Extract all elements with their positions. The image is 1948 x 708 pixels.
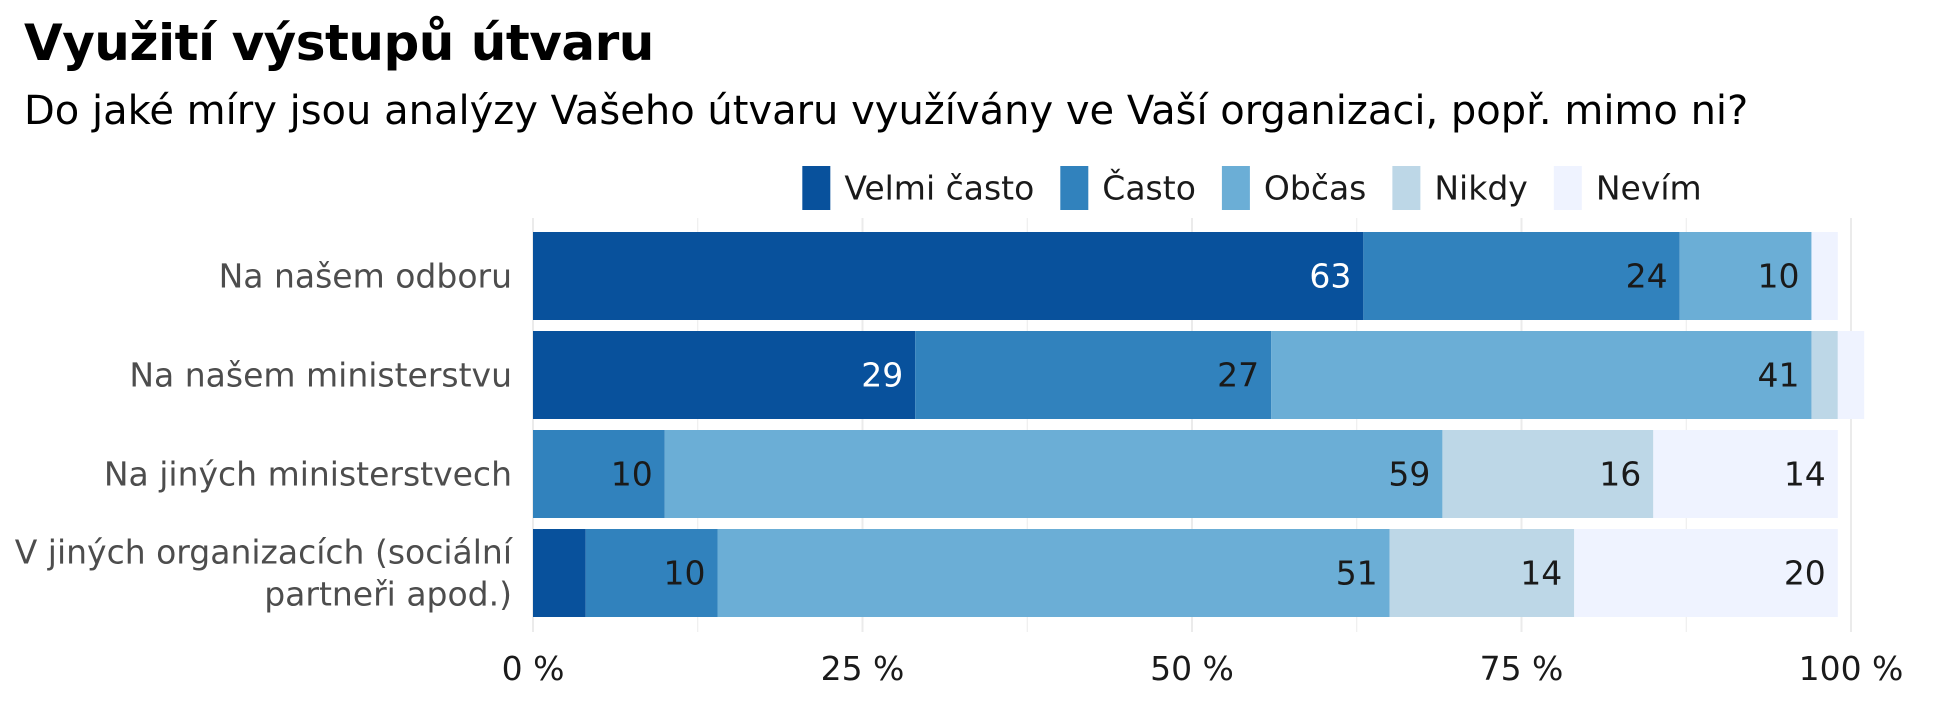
legend-label: Velmi často — [844, 169, 1034, 208]
bar-segment — [915, 331, 1272, 419]
legend: Velmi často Často Občas Nikdy Nevím — [802, 166, 1702, 210]
data-label: 41 — [1757, 356, 1799, 395]
bar-segment — [1653, 430, 1838, 518]
x-tick-label: 75 % — [1480, 649, 1564, 688]
category-label: Na našem ministerstvu — [129, 356, 512, 395]
legend-swatch — [1060, 166, 1089, 210]
data-label: 59 — [1388, 455, 1430, 494]
x-tick-label: 100 % — [1799, 649, 1904, 688]
x-tick-labels: 0 % 25 % 50 % 75 % 100 % — [502, 649, 1904, 688]
bar-segment — [717, 529, 1390, 617]
data-label: 20 — [1784, 554, 1826, 593]
legend-swatch — [1553, 166, 1582, 210]
bar-segment — [1837, 331, 1865, 419]
chart-title: Využití výstupů útvaru — [24, 14, 654, 72]
category-label: Na jiných ministerstvech — [104, 455, 512, 494]
bar-segment — [1442, 430, 1654, 518]
bar-segment — [1574, 529, 1838, 617]
bar-segment — [533, 331, 916, 419]
data-label: 63 — [1309, 257, 1351, 296]
legend-label: Nikdy — [1434, 169, 1527, 208]
bar-segment — [1679, 232, 1812, 320]
data-label: 14 — [1784, 455, 1826, 494]
chart-subtitle: Do jaké míry jsou analýzy Vašeho útvaru … — [24, 88, 1749, 134]
bar-segment — [1811, 331, 1838, 419]
legend-swatch — [802, 166, 831, 210]
bar-segment — [1389, 529, 1575, 617]
data-label: 27 — [1217, 356, 1259, 395]
x-tick-label: 50 % — [1150, 649, 1234, 688]
category-label: V jiných organizacích (sociální — [15, 533, 514, 572]
category-label: Na našem odboru — [219, 257, 512, 296]
legend-swatch — [1221, 166, 1250, 210]
bar-segment — [1363, 232, 1680, 320]
bar-segment — [664, 430, 1443, 518]
data-label: 10 — [1757, 257, 1799, 296]
bar-segment — [533, 529, 586, 617]
x-tick-label: 25 % — [821, 649, 905, 688]
bars — [533, 232, 1865, 617]
data-label: 10 — [611, 455, 653, 494]
data-label: 16 — [1599, 455, 1641, 494]
legend-label: Nevím — [1596, 169, 1702, 208]
data-label: 29 — [861, 356, 903, 395]
data-label: 10 — [664, 554, 706, 593]
data-label: 14 — [1520, 554, 1562, 593]
data-label: 24 — [1626, 257, 1668, 296]
data-labels: 63 24 10 29 27 41 10 59 16 14 10 51 14 20 — [611, 257, 1826, 593]
bar-segment — [1271, 331, 1812, 419]
bar-segment — [585, 529, 718, 617]
legend-label: Občas — [1264, 169, 1366, 208]
x-tick-label: 0 % — [502, 649, 565, 688]
legend-swatch — [1392, 166, 1421, 210]
data-label: 51 — [1336, 554, 1378, 593]
bar-segment — [533, 232, 1364, 320]
category-label: partneři apod.) — [264, 575, 512, 614]
category-labels: Na našem odboru Na našem ministerstvu Na j… — [15, 257, 514, 614]
legend-label: Často — [1102, 168, 1196, 208]
bar-segment — [1811, 232, 1838, 320]
bar-segment — [533, 430, 665, 518]
